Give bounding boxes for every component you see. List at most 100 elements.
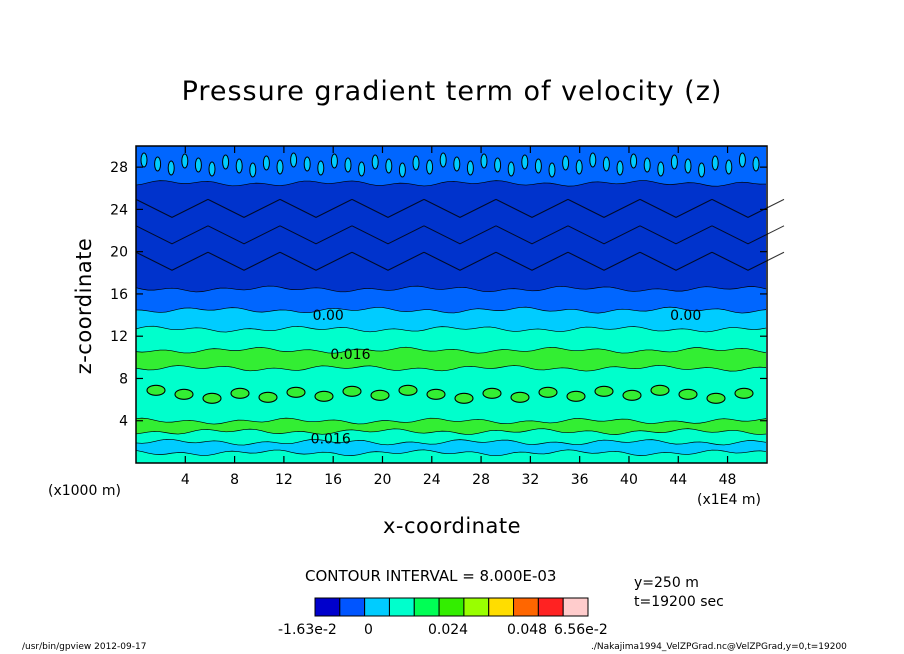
contour-cell bbox=[426, 159, 434, 175]
contour-cell bbox=[358, 161, 366, 177]
contour-cell bbox=[385, 158, 393, 174]
x-tick-label: 36 bbox=[571, 472, 589, 488]
contour-cell bbox=[670, 154, 678, 170]
contour-line bbox=[639, 251, 713, 271]
contour-cell bbox=[650, 384, 670, 396]
colorbar-swatch bbox=[339, 597, 366, 617]
contour-band bbox=[136, 180, 766, 292]
contour-line bbox=[711, 225, 785, 245]
contour-cell bbox=[734, 387, 754, 399]
contour-cell bbox=[706, 392, 726, 404]
contour-cell bbox=[174, 388, 194, 400]
colorbar-swatch bbox=[388, 597, 415, 617]
contour-cell bbox=[538, 386, 558, 398]
contour-cell bbox=[534, 158, 542, 174]
contour-cell bbox=[657, 161, 665, 177]
contour-interval: CONTOUR INTERVAL = 8.000E-03 bbox=[305, 567, 557, 585]
x-tick-label: 40 bbox=[620, 472, 638, 488]
contour-cell bbox=[426, 388, 446, 400]
contour-line bbox=[495, 251, 569, 271]
contour-line bbox=[135, 198, 209, 219]
contour-cell bbox=[643, 157, 651, 173]
contour-line bbox=[351, 225, 425, 245]
contour-cell bbox=[510, 391, 530, 403]
y-info: y=250 m bbox=[634, 575, 699, 591]
plot-frame bbox=[135, 145, 768, 464]
colorbar-label: 0.048 bbox=[507, 622, 548, 638]
y-tick-label: 28 bbox=[110, 160, 128, 176]
y-tick-label: 24 bbox=[110, 202, 128, 218]
colorbar-swatch bbox=[488, 597, 515, 617]
contour-cell bbox=[711, 155, 719, 171]
contour-cell bbox=[249, 162, 257, 178]
x-tick-label: 32 bbox=[521, 472, 539, 488]
contour-cell bbox=[230, 387, 250, 399]
contour-label: 0.016 bbox=[330, 347, 370, 363]
contour-cell bbox=[453, 156, 461, 172]
contour-band bbox=[136, 417, 766, 435]
contour-line bbox=[567, 198, 641, 219]
contour-cell bbox=[622, 389, 642, 401]
colorbar-swatch bbox=[438, 597, 465, 617]
x-tick-label: 24 bbox=[423, 472, 441, 488]
contour-cell bbox=[258, 391, 278, 403]
x-tick-label: 8 bbox=[230, 472, 239, 488]
contour-cell bbox=[208, 161, 216, 177]
contour-cell bbox=[314, 390, 334, 402]
contour-line bbox=[495, 225, 569, 245]
contour-line bbox=[207, 251, 281, 271]
contour-cell bbox=[303, 156, 311, 172]
y-tick-label: 12 bbox=[110, 329, 128, 345]
contour-cell bbox=[589, 152, 597, 168]
t-info: t=19200 sec bbox=[634, 594, 724, 610]
contour-cell bbox=[594, 385, 614, 397]
colorbar-label: -1.63e-2 bbox=[278, 622, 337, 638]
x-axis-label: x-coordinate bbox=[382, 514, 521, 538]
colorbar-swatch bbox=[537, 597, 564, 617]
x-unit-right: (x1E4 m) bbox=[697, 492, 761, 508]
contour-cell bbox=[616, 160, 624, 176]
x-tick-label: 48 bbox=[719, 472, 737, 488]
contour-cell bbox=[752, 156, 760, 172]
colorbar-label: 0.024 bbox=[428, 622, 469, 638]
contour-cell bbox=[235, 158, 243, 174]
contour-cell bbox=[521, 154, 529, 170]
contour-line bbox=[135, 225, 209, 245]
x-tick-label: 44 bbox=[669, 472, 687, 488]
y-axis-label: z-coordinate bbox=[72, 237, 96, 375]
contour-cell bbox=[371, 154, 379, 170]
contour-label: 0.016 bbox=[311, 432, 351, 448]
contour-cell bbox=[202, 392, 222, 404]
contour-line bbox=[639, 225, 713, 245]
contour-line bbox=[135, 251, 209, 271]
contour-line bbox=[351, 198, 425, 219]
contour-cell bbox=[562, 155, 570, 171]
x-unit-left: (x1000 m) bbox=[48, 483, 121, 499]
contour-line bbox=[495, 198, 569, 219]
contour-cell bbox=[684, 158, 692, 174]
contour-line bbox=[207, 198, 281, 219]
contour-cell bbox=[439, 152, 447, 168]
contour-cell bbox=[678, 388, 698, 400]
footer-right: ./Nakajima1994_VelZPGrad.nc@VelZPGrad,y=… bbox=[591, 642, 847, 652]
contour-cell bbox=[494, 157, 502, 173]
contour-label: 0.00 bbox=[313, 308, 344, 324]
y-tick-label: 8 bbox=[119, 371, 128, 387]
contour-cell bbox=[330, 153, 338, 169]
contour-label: 0.00 bbox=[670, 308, 701, 324]
contour-cell bbox=[454, 392, 474, 404]
contour-cell bbox=[262, 155, 270, 171]
colorbar-label: 0 bbox=[364, 622, 373, 638]
contour-line bbox=[279, 251, 353, 271]
contour-line bbox=[639, 198, 713, 219]
contour-line bbox=[423, 251, 497, 271]
y-tick-label: 20 bbox=[110, 245, 128, 261]
contour-band bbox=[136, 428, 766, 445]
contour-line bbox=[567, 225, 641, 245]
contour-line bbox=[711, 198, 785, 219]
contour-cell bbox=[725, 159, 733, 175]
contour-cell bbox=[602, 156, 610, 172]
contour-band bbox=[136, 365, 766, 424]
contour-cell bbox=[290, 152, 298, 168]
contour-cell bbox=[286, 386, 306, 398]
